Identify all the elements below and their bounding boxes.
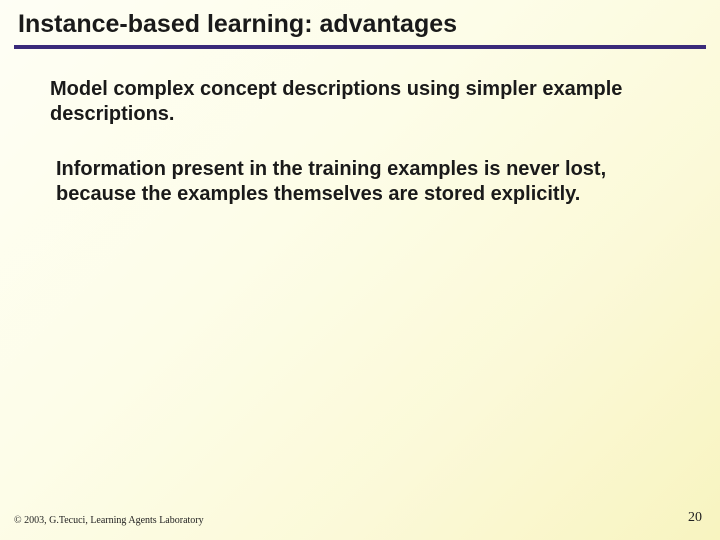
slide: Instance-based learning: advantages Mode… <box>0 0 720 540</box>
paragraph-1: Model complex concept descriptions using… <box>50 77 670 127</box>
slide-body: Model complex concept descriptions using… <box>0 49 720 207</box>
footer-copyright: © 2003, G.Tecuci, Learning Agents Labora… <box>14 515 204 526</box>
footer-page-number: 20 <box>688 510 702 526</box>
paragraph-2: Information present in the training exam… <box>50 157 670 207</box>
slide-title: Instance-based learning: advantages <box>0 0 720 45</box>
